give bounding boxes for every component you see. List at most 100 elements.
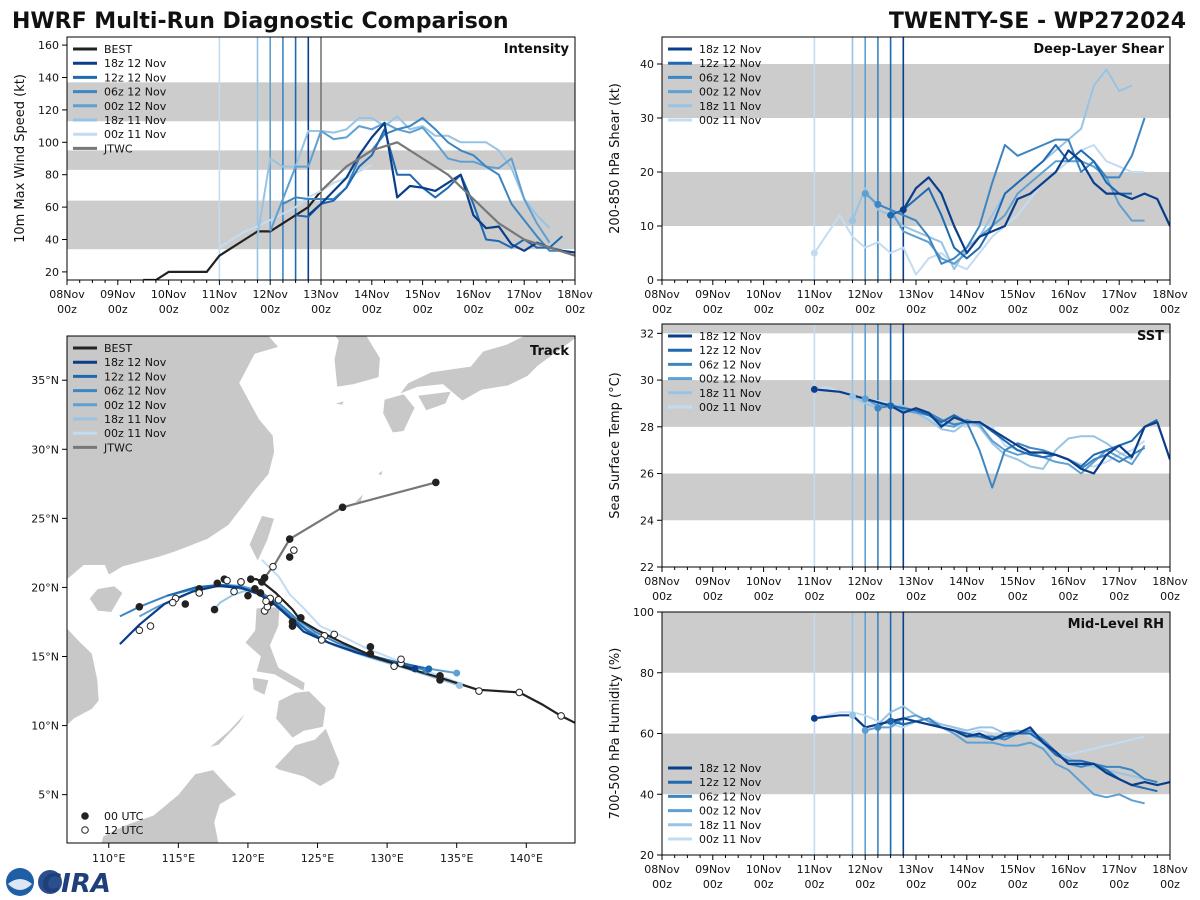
series-line-18z-12-nov xyxy=(902,149,1170,255)
legend-label: 12z 12 Nov xyxy=(699,776,762,789)
marker-00utc xyxy=(285,553,294,561)
marker-12utc xyxy=(557,712,565,720)
kyushu-island xyxy=(382,393,416,434)
legend-label: 00z 12 Nov xyxy=(699,373,762,386)
y-tick-label: 10 xyxy=(640,220,654,233)
y-tick-label: 30 xyxy=(640,374,654,387)
taiwan-island xyxy=(248,515,275,562)
x-tick-label: 00z xyxy=(957,590,977,603)
rh-panel: 08Nov 00z 09Nov 00z 10Nov 00z 11Nov 00z 12Nov 00z… xyxy=(608,606,1188,891)
y-tick-label: 60 xyxy=(45,201,59,214)
x-tick-label: 00z xyxy=(906,878,926,891)
x-tick-label: 00z xyxy=(311,303,331,316)
threshold-band xyxy=(662,64,1170,118)
x-tick-label: 00z xyxy=(159,303,179,316)
marker-12utc xyxy=(330,630,339,639)
legend-label: 18z 11 Nov xyxy=(699,819,762,832)
legend-label: 12z 12 Nov xyxy=(104,71,167,84)
marker-00utc xyxy=(338,503,347,512)
y-tick-label: 80 xyxy=(45,169,59,182)
marker-12utc xyxy=(475,687,483,695)
x-tick-label: 15Nov xyxy=(405,288,441,301)
series-group xyxy=(143,115,575,280)
x-tick-label: 00z xyxy=(514,303,534,316)
series-line-18z-11-nov xyxy=(256,115,551,237)
y-tick-label: 26 xyxy=(640,468,654,481)
marker-12utc xyxy=(168,598,177,607)
x-tick-label: 00z xyxy=(703,878,723,891)
x-tick-label: 00z xyxy=(855,878,875,891)
legend-label: 06z 12 Nov xyxy=(699,790,762,803)
x-tick-label: 00z xyxy=(906,303,926,316)
series-line-18z-12-nov xyxy=(814,714,1170,787)
x-tick-label: 13Nov xyxy=(898,288,934,301)
y-tick-label: 120 xyxy=(38,104,59,117)
y-tick-label: 40 xyxy=(640,788,654,801)
x-tick-label: 17Nov xyxy=(1101,575,1137,588)
honshu-island xyxy=(398,336,575,402)
x-tick-label: 18Nov xyxy=(1152,575,1188,588)
y-tick-label: 40 xyxy=(45,234,59,247)
legend-label: 12z 12 Nov xyxy=(699,57,762,70)
x-tick-label: 00z xyxy=(362,303,382,316)
marker-12utc xyxy=(195,589,204,597)
x-tick-label: 00z xyxy=(855,590,875,603)
x-tick-label: 115°E xyxy=(162,852,195,865)
legend-label: 00z 11 Nov xyxy=(104,427,167,440)
x-tick-label: 00z xyxy=(754,878,774,891)
legend-label: 18z 11 Nov xyxy=(104,114,167,127)
x-tick-label: 09Nov xyxy=(695,863,731,876)
marker-00utc xyxy=(436,672,444,680)
x-tick-label: 00z xyxy=(464,303,484,316)
init-point xyxy=(887,211,895,219)
series-line-00z-11-nov xyxy=(813,144,1145,276)
amami-island xyxy=(376,469,384,476)
series-group xyxy=(810,68,1170,276)
y-tick-label: 160 xyxy=(38,39,59,52)
marker-12utc xyxy=(237,578,245,586)
init-point xyxy=(810,714,818,722)
plot-frame xyxy=(66,335,576,844)
y-tick-label: 40 xyxy=(640,58,654,71)
marker-legend-swatch xyxy=(81,826,89,834)
x-tick-label: 14Nov xyxy=(949,863,985,876)
init-point xyxy=(887,717,895,725)
marker-00utc xyxy=(181,600,190,608)
series-group xyxy=(810,385,1170,489)
x-tick-label: 10Nov xyxy=(151,288,187,301)
noaa-gull-icon xyxy=(8,879,32,890)
y-tick-label: 24 xyxy=(640,514,654,527)
x-tick-label: 16Nov xyxy=(1051,863,1087,876)
init-point xyxy=(861,726,869,734)
x-tick-label: 08Nov xyxy=(49,288,85,301)
jeju-island xyxy=(334,400,345,406)
marker-12utc xyxy=(223,576,231,585)
legend-label: 00z 11 Nov xyxy=(699,833,762,846)
track-init-point xyxy=(425,665,433,673)
y-tick-label: 100 xyxy=(38,136,59,149)
y-tick-label: 140 xyxy=(38,72,59,85)
y-tick-label: 10°N xyxy=(31,720,59,733)
x-tick-label: 00z xyxy=(1059,590,1079,603)
init-point xyxy=(810,385,818,393)
threshold-band xyxy=(662,380,1170,427)
x-tick-label: 00z xyxy=(1109,590,1129,603)
x-tick-label: 08Nov xyxy=(644,863,680,876)
legend-label: 18z 12 Nov xyxy=(104,356,167,369)
y-tick-label: 5°N xyxy=(38,789,59,802)
x-tick-label: 00z xyxy=(703,590,723,603)
asia-mainland xyxy=(67,336,280,727)
y-tick-label: 100 xyxy=(633,606,654,619)
luzon-island xyxy=(244,606,306,692)
x-tick-label: 00z xyxy=(957,878,977,891)
legend-label: 18z 11 Nov xyxy=(699,387,762,400)
x-tick-label: 00z xyxy=(906,590,926,603)
x-tick-label: 00z xyxy=(652,590,672,603)
x-tick-label: 10Nov xyxy=(746,863,782,876)
x-tick-label: 10Nov xyxy=(746,288,782,301)
x-tick-label: 00z xyxy=(260,303,280,316)
x-tick-label: 13Nov xyxy=(303,288,339,301)
legend-label: 00z 11 Nov xyxy=(104,128,167,141)
x-tick-label: 00z xyxy=(210,303,230,316)
legend-label: 00z 12 Nov xyxy=(104,399,167,412)
